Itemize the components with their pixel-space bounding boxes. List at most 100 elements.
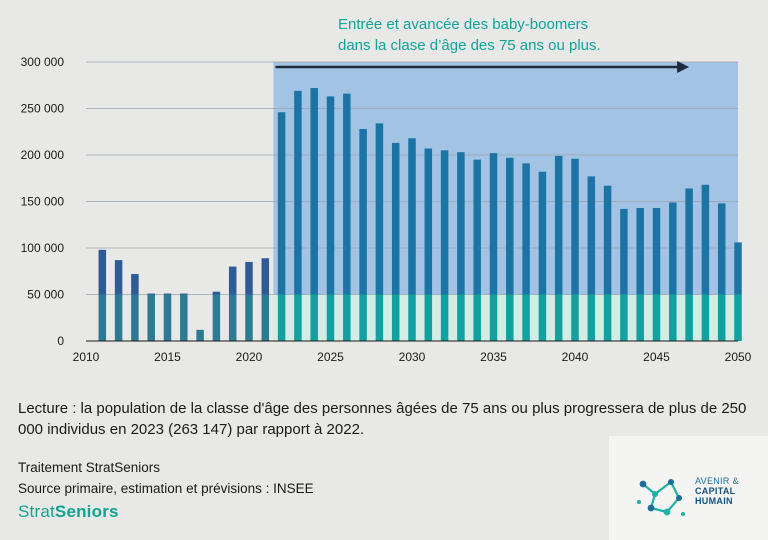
bar-2027-upper — [359, 128, 367, 295]
bar-2036-upper — [506, 157, 514, 295]
bar-2023 — [294, 90, 302, 341]
bar-2013-upper — [131, 274, 139, 295]
bar-2025-upper — [326, 96, 335, 295]
bar-2049-lower — [717, 294, 726, 341]
y-tick-label-4: 200 000 — [21, 148, 65, 162]
bar-2030-upper — [408, 138, 416, 295]
x-tick-label-8: 2050 — [725, 350, 752, 364]
x-tick-label-2: 2020 — [236, 350, 263, 364]
bar-2014-upper — [147, 293, 155, 295]
bar-2023-lower — [294, 294, 302, 341]
bar-2032-upper — [440, 150, 449, 295]
bar-2035-lower — [489, 294, 498, 341]
bar-2025-lower — [326, 294, 335, 341]
bar-2022-upper — [277, 112, 286, 295]
bar-2016-upper — [180, 293, 188, 295]
bar-2038-upper — [538, 171, 547, 295]
x-tick-label-6: 2040 — [562, 350, 589, 364]
bar-2012-upper — [114, 260, 123, 295]
bar-2031 — [424, 148, 433, 341]
bar-2031-upper — [424, 148, 433, 295]
bar-2048-lower — [701, 294, 710, 341]
bar-2015-upper — [163, 293, 172, 295]
bar-2017-lower — [196, 329, 204, 341]
y-tick-label-6: 300 000 — [21, 55, 65, 69]
bar-2023-upper — [294, 90, 302, 295]
bar-2027 — [359, 128, 367, 341]
x-tick-label-7: 2045 — [643, 350, 670, 364]
y-tick-label-1: 50 000 — [27, 288, 64, 302]
annotation-line-2: dans la clase d’âge des 75 ans ou plus. — [338, 37, 601, 54]
bar-2022-lower — [277, 294, 286, 341]
projection-arrow — [275, 61, 690, 73]
bar-2012-lower — [114, 294, 123, 341]
bar-2047-upper — [685, 188, 693, 295]
bar-2017 — [196, 329, 204, 341]
bar-2028-upper — [375, 123, 384, 295]
bar-2047-lower — [685, 294, 693, 341]
bar-2040-upper — [571, 158, 579, 295]
y-tick-label-5: 250 000 — [21, 102, 65, 116]
bar-2050-lower — [734, 294, 742, 341]
bar-2016 — [180, 293, 188, 341]
bar-2042 — [603, 185, 612, 341]
bar-chart: 0 50 000 100 000 150 000 200 000 250 000 300 0… — [21, 55, 752, 364]
bar-2046 — [669, 202, 677, 341]
bar-2049 — [717, 203, 726, 341]
bar-2025 — [326, 96, 335, 341]
bar-2014 — [147, 293, 155, 341]
bar-2015 — [163, 293, 172, 341]
bar-2040-lower — [571, 294, 579, 341]
bar-2012 — [114, 260, 123, 341]
bar-2048-upper — [701, 184, 710, 295]
bar-2013 — [131, 274, 139, 341]
bar-2027-lower — [359, 294, 367, 341]
logo-line-3: HUMAIN — [695, 496, 733, 506]
bar-2034-upper — [473, 159, 481, 295]
bar-2015-lower — [163, 294, 172, 341]
x-tick-label-5: 2035 — [480, 350, 507, 364]
y-tick-label-2: 100 000 — [21, 241, 65, 255]
axes: 0 50 000 100 000 150 000 200 000 250 000 300 0… — [21, 55, 752, 364]
bar-2026-upper — [343, 93, 351, 295]
credits: Traitement StratSeniors Source primaire,… — [18, 457, 314, 499]
bar-2028-lower — [375, 294, 384, 341]
bar-2018 — [212, 291, 221, 341]
y-tick-label-3: 150 000 — [21, 195, 65, 209]
arrow-head — [677, 61, 690, 73]
bar-2043-upper — [620, 208, 628, 295]
bar-2046-upper — [669, 202, 677, 295]
bar-2019-lower — [228, 294, 237, 341]
bar-2011 — [98, 249, 107, 341]
bar-2040 — [571, 158, 579, 341]
x-tick-label-3: 2025 — [317, 350, 344, 364]
bar-2020-lower — [245, 294, 253, 341]
bar-2050 — [734, 242, 742, 341]
highlight-area — [273, 62, 738, 341]
bar-2014-lower — [147, 294, 155, 341]
bar-2039 — [554, 155, 563, 341]
bar-2026 — [343, 93, 351, 341]
bar-2042-upper — [603, 185, 612, 295]
bar-2036 — [506, 157, 514, 341]
bar-2044-upper — [636, 208, 644, 295]
bar-2037 — [522, 163, 530, 341]
bar-2048 — [701, 184, 710, 341]
bar-2041 — [587, 176, 596, 341]
bar-2037-lower — [522, 294, 530, 341]
projection-area — [273, 62, 738, 295]
projection-base-band — [273, 294, 738, 341]
bar-2016-lower — [180, 294, 188, 341]
logo-line-2: CAPITAL — [695, 486, 736, 496]
bar-2018-upper — [212, 291, 221, 295]
bar-2020-upper — [245, 261, 253, 295]
bar-2021 — [261, 258, 270, 341]
source-credit: Source primaire, estimation et prévision… — [18, 481, 314, 496]
bar-2042-lower — [603, 294, 612, 341]
bar-2011-upper — [98, 249, 107, 295]
bar-2041-lower — [587, 294, 596, 341]
bar-2035-upper — [489, 153, 498, 295]
x-tick-label-1: 2015 — [154, 350, 181, 364]
bar-2043 — [620, 208, 628, 341]
bar-2044-lower — [636, 294, 644, 341]
